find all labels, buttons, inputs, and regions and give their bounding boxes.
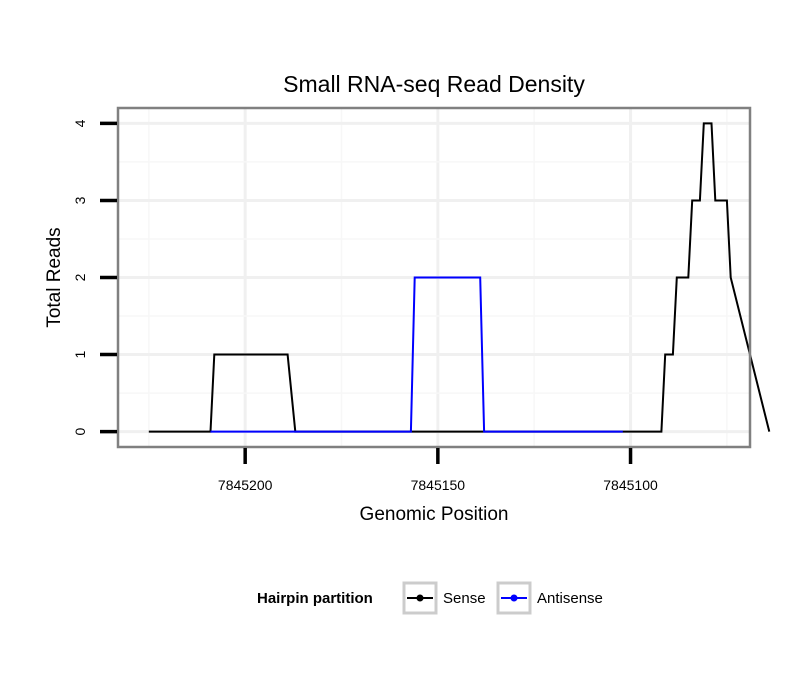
legend-items: Sense Antisense: [402, 581, 603, 615]
x-tick-label: 7845150: [411, 477, 466, 493]
legend-title: Hairpin partition: [257, 590, 373, 607]
series-line-sense: [148, 122, 771, 433]
legend-label-sense: Sense: [443, 590, 486, 607]
series-lines: [148, 122, 771, 433]
axes: 7845200 7845150 7845100 0 1 2 3 4: [72, 119, 658, 493]
y-tick-label: 3: [72, 196, 88, 204]
x-tick-label: 7845200: [218, 477, 273, 493]
y-tick-label: 4: [72, 119, 88, 127]
legend: Hairpin partition Sense Antisense: [257, 581, 603, 615]
chart-title: Small RNA-seq Read Density: [283, 71, 585, 97]
legend-key-point: [416, 594, 424, 602]
y-axis-title: Total Reads: [44, 227, 65, 327]
legend-key-point: [510, 594, 518, 602]
x-tick-label: 7845100: [603, 477, 658, 493]
y-tick-label: 1: [72, 350, 88, 358]
grid: [118, 108, 750, 447]
series-line-antisense: [210, 276, 623, 433]
y-tick-label: 0: [72, 427, 88, 435]
y-tick-label: 2: [72, 273, 88, 281]
plot-border: [116, 106, 752, 449]
x-axis-title: Genomic Position: [360, 504, 509, 525]
legend-label-antisense: Antisense: [537, 590, 603, 607]
